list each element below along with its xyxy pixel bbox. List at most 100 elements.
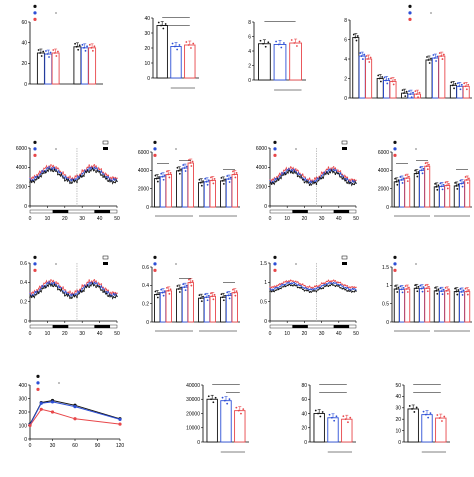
data-point — [402, 177, 405, 180]
data-point — [329, 280, 331, 283]
data-point — [322, 287, 325, 290]
data-point — [100, 289, 103, 291]
data-point — [74, 293, 76, 295]
bar — [159, 292, 167, 323]
data-point — [178, 172, 181, 175]
data-point — [424, 162, 427, 165]
data-point — [41, 284, 43, 287]
data-point — [98, 283, 101, 286]
data-point — [319, 176, 321, 179]
data-point — [385, 79, 387, 82]
data-point — [386, 82, 389, 85]
data-point — [400, 288, 403, 291]
data-point — [62, 292, 64, 294]
data-point — [93, 169, 96, 171]
data-point — [189, 162, 192, 164]
data-point — [93, 284, 96, 286]
data-point — [45, 50, 47, 52]
data-point — [72, 179, 75, 181]
bar — [203, 181, 211, 208]
data-point — [296, 286, 299, 289]
data-point — [349, 416, 352, 419]
data-point — [321, 411, 324, 413]
data-point — [79, 173, 82, 176]
data-point — [353, 180, 355, 182]
data-point — [441, 188, 444, 191]
data-point — [81, 43, 84, 46]
x-tick-label: 0 — [29, 216, 32, 222]
data-point — [320, 287, 323, 290]
data-point — [408, 286, 410, 289]
data-point — [416, 175, 419, 178]
data-point — [279, 175, 282, 177]
data-point — [308, 181, 311, 184]
data-point — [301, 179, 304, 181]
data-point — [84, 171, 87, 173]
data-point — [42, 50, 45, 53]
data-point — [49, 51, 52, 54]
data-point — [39, 288, 42, 291]
data-point — [76, 178, 78, 180]
legend-marker — [408, 4, 412, 8]
data-point — [65, 292, 68, 294]
data-point — [300, 174, 302, 176]
legend-marker — [273, 140, 277, 144]
legend-marker — [153, 262, 157, 266]
data-point — [346, 285, 349, 287]
data-point — [326, 168, 328, 171]
data-point — [338, 285, 340, 287]
y-tick-label: 50 — [395, 383, 401, 389]
data-point — [279, 283, 282, 286]
data-point — [430, 57, 432, 60]
data-point — [291, 284, 294, 287]
data-point — [281, 174, 283, 177]
data-point — [289, 282, 292, 285]
data-point — [295, 282, 297, 285]
y-tick-label: 0 — [147, 76, 150, 82]
data-point — [441, 293, 444, 296]
y-tick-label: 0 — [304, 440, 307, 446]
data-point — [98, 168, 101, 171]
data-point — [440, 55, 443, 57]
data-point — [344, 179, 347, 181]
data-point — [322, 284, 325, 287]
data-point — [279, 174, 282, 176]
data-point — [303, 176, 306, 178]
data-point — [439, 182, 442, 185]
data-point — [301, 283, 304, 285]
data-point — [177, 169, 180, 172]
data-point — [235, 290, 238, 293]
data-point — [180, 286, 182, 289]
data-point — [55, 168, 57, 171]
y-tick-label: 20000 — [186, 411, 200, 417]
y-tick-label: 2000 — [378, 186, 389, 192]
panel-p: 0 10 20 30 40 50 — [395, 383, 450, 453]
x-tick-label: 40 — [97, 216, 103, 222]
data-point — [315, 287, 318, 290]
data-point — [271, 286, 273, 288]
data-point — [456, 188, 459, 190]
data-point — [450, 81, 453, 84]
data-point — [334, 167, 337, 169]
data-point — [210, 176, 212, 179]
data-point — [310, 287, 312, 289]
data-point — [457, 289, 460, 291]
data-point — [83, 46, 85, 49]
bar — [154, 294, 161, 323]
data-point — [88, 171, 90, 174]
data-point — [277, 288, 280, 291]
data-point — [57, 288, 59, 291]
data-point — [328, 413, 331, 416]
y-tick-label: 0.4 — [20, 280, 27, 286]
data-point — [50, 279, 52, 281]
data-point — [227, 294, 230, 297]
data-point — [289, 284, 292, 287]
data-point — [62, 175, 64, 177]
bar — [464, 179, 471, 208]
data-point — [163, 290, 166, 293]
data-point — [454, 182, 456, 184]
data-point — [205, 180, 208, 183]
data-point — [336, 285, 338, 287]
data-point — [73, 417, 77, 421]
data-point — [60, 288, 63, 290]
